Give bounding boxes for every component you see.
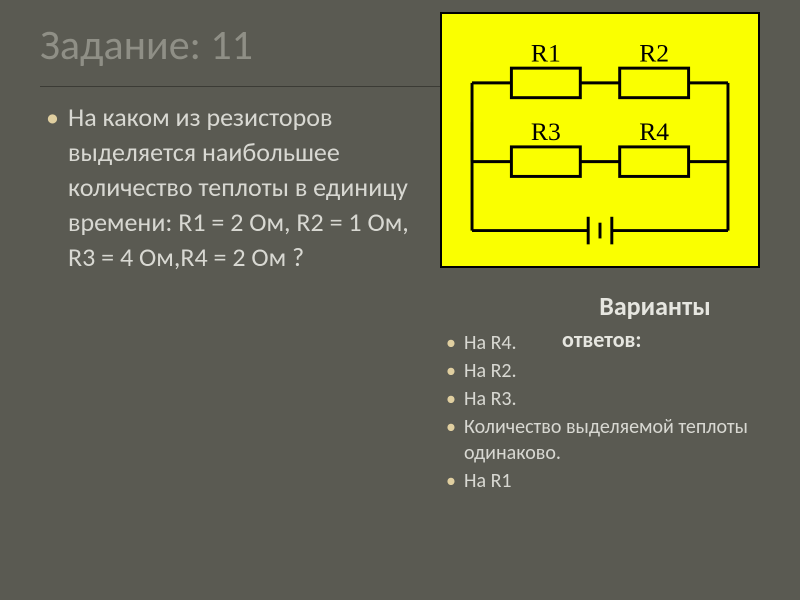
circuit-diagram: R1 R2 R3 R4	[440, 12, 760, 268]
answers-block: На R4. На R2. На R3. Количество выделяем…	[440, 330, 770, 496]
slide: Задание: 11 На каком из резисторов выдел…	[0, 0, 800, 600]
slide-title: Задание: 11	[40, 20, 253, 71]
label-r1: R1	[531, 38, 561, 67]
answer-4: Количество выделяемой теплоты одинаково.	[440, 414, 770, 466]
question-block: На каком из резисторов выделяется наибол…	[40, 100, 420, 275]
answer-3: На R3.	[440, 386, 770, 412]
answer-2: На R2.	[440, 358, 770, 384]
variants-heading: Варианты	[540, 290, 770, 322]
label-r2: R2	[639, 38, 669, 67]
label-r4: R4	[639, 117, 669, 146]
question-text: На каком из резисторов выделяется наибол…	[40, 100, 420, 275]
answer-1: На R4.	[440, 330, 770, 356]
circuit-svg: R1 R2 R3 R4	[442, 14, 758, 266]
answer-5: На R1	[440, 468, 770, 494]
label-r3: R3	[531, 117, 561, 146]
